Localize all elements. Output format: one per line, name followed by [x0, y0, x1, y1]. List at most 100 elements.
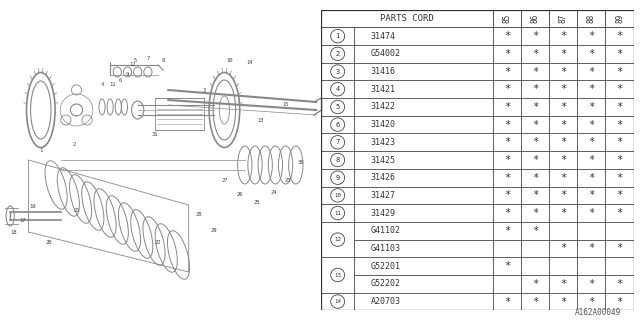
Bar [521, 204, 549, 222]
Text: *: * [560, 84, 566, 94]
Text: 31422: 31422 [371, 102, 396, 111]
Bar [493, 187, 521, 204]
Text: 31429: 31429 [371, 209, 396, 218]
Text: *: * [588, 173, 595, 183]
Bar [354, 151, 493, 169]
Text: 31416: 31416 [371, 67, 396, 76]
Bar [321, 80, 354, 98]
Bar [577, 80, 605, 98]
Text: *: * [504, 102, 510, 112]
Bar [577, 133, 605, 151]
Text: 30: 30 [298, 159, 304, 164]
Text: *: * [504, 49, 510, 59]
Text: 31420: 31420 [371, 120, 396, 129]
Bar [521, 116, 549, 133]
Text: 9: 9 [126, 73, 129, 77]
Bar [521, 240, 549, 257]
Text: *: * [616, 244, 623, 253]
Bar [549, 240, 577, 257]
Bar [354, 187, 493, 204]
Text: *: * [560, 279, 566, 289]
Text: 31426: 31426 [371, 173, 396, 182]
Text: PARTS CORD: PARTS CORD [380, 14, 434, 23]
Text: 89: 89 [615, 14, 624, 23]
Text: 10: 10 [334, 193, 341, 198]
Bar [605, 45, 634, 63]
Text: 3: 3 [335, 68, 340, 75]
Text: *: * [504, 120, 510, 130]
Text: *: * [560, 49, 566, 59]
Text: *: * [532, 190, 538, 200]
Bar [549, 275, 577, 293]
Text: 3: 3 [202, 87, 205, 92]
Bar [155, 98, 204, 130]
Text: *: * [504, 226, 510, 236]
Bar [521, 63, 549, 80]
Text: *: * [560, 208, 566, 218]
Bar [354, 257, 493, 275]
Bar [493, 257, 521, 275]
Bar [321, 151, 354, 169]
Bar [354, 293, 493, 310]
Text: *: * [532, 155, 538, 165]
Bar [605, 63, 634, 80]
Text: *: * [588, 137, 595, 147]
Text: 31425: 31425 [371, 156, 396, 164]
Bar [605, 275, 634, 293]
Bar [577, 222, 605, 240]
Text: 31427: 31427 [371, 191, 396, 200]
Bar [354, 80, 493, 98]
Bar [549, 187, 577, 204]
Bar [354, 204, 493, 222]
Text: 11: 11 [334, 211, 341, 216]
Bar [354, 240, 493, 257]
Text: 31423: 31423 [371, 138, 396, 147]
Bar [577, 257, 605, 275]
Bar [321, 98, 354, 116]
Bar [321, 10, 493, 27]
Bar [321, 222, 354, 257]
Text: *: * [504, 155, 510, 165]
Bar [321, 63, 354, 80]
Bar [493, 63, 521, 80]
Text: G52202: G52202 [371, 279, 401, 288]
Text: 87: 87 [559, 14, 568, 23]
Bar [354, 133, 493, 151]
Text: 1: 1 [39, 148, 42, 153]
Text: 6: 6 [119, 77, 122, 83]
Bar [549, 257, 577, 275]
Text: *: * [504, 261, 510, 271]
Text: 9: 9 [335, 175, 340, 181]
Bar [605, 257, 634, 275]
Bar [605, 293, 634, 310]
Text: *: * [532, 297, 538, 307]
Bar [577, 169, 605, 187]
Text: 11: 11 [109, 83, 115, 87]
Bar [605, 151, 634, 169]
Text: *: * [560, 190, 566, 200]
Bar [493, 240, 521, 257]
Bar [321, 257, 354, 293]
Bar [321, 204, 354, 222]
Text: *: * [588, 84, 595, 94]
Bar [577, 151, 605, 169]
Text: 5: 5 [335, 104, 340, 110]
Text: A162A00049: A162A00049 [575, 308, 621, 317]
Bar [521, 257, 549, 275]
Bar [577, 63, 605, 80]
Bar [354, 222, 493, 240]
Text: 28: 28 [196, 212, 202, 218]
Bar [493, 10, 521, 27]
Text: *: * [616, 279, 623, 289]
Text: 27: 27 [221, 178, 228, 182]
Bar [577, 45, 605, 63]
Text: 12: 12 [334, 237, 341, 242]
Bar [493, 27, 521, 45]
Text: 29: 29 [211, 228, 218, 233]
Bar [605, 222, 634, 240]
Bar [521, 27, 549, 45]
Bar [493, 98, 521, 116]
Text: *: * [616, 297, 623, 307]
Text: *: * [588, 155, 595, 165]
Bar [354, 98, 493, 116]
